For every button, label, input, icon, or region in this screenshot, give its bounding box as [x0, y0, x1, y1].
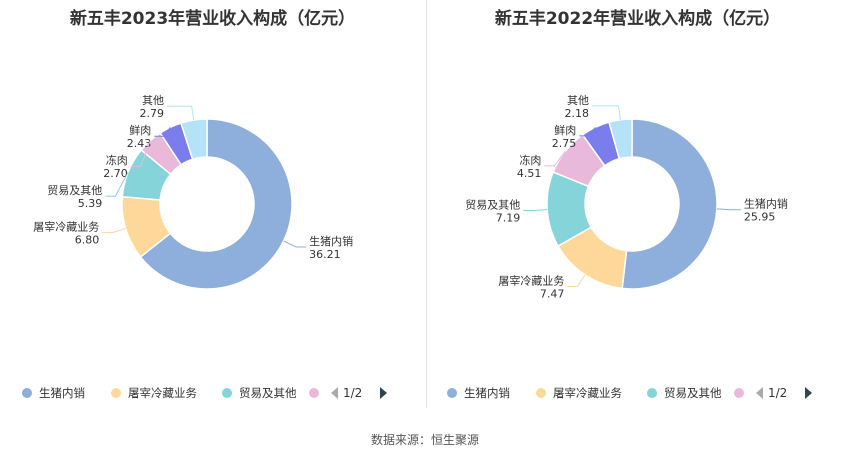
page-indicator: 1/2 — [768, 386, 788, 400]
legend-label: 屠宰冷藏业务 — [128, 386, 197, 400]
donut-slice[interactable] — [139, 118, 293, 290]
legend-item[interactable]: 生猪内销 — [447, 384, 510, 402]
legend-label: 屠宰冷藏业务 — [553, 386, 622, 400]
data-source-note: 数据来源：恒生聚源 — [370, 433, 479, 447]
next-page-icon[interactable] — [380, 387, 387, 399]
leader-line — [102, 228, 126, 234]
legend-marker — [536, 388, 546, 398]
slice-name-label: 鲜肉 — [554, 123, 576, 137]
chart-panel-2022: 新五丰2022年营业收入构成（亿元） 生猪内销 25.95 其他 2.18 鲜肉 2.75… — [425, 0, 850, 410]
leader-line — [523, 209, 548, 211]
slice-value-label: 2.75 — [552, 137, 577, 150]
legend-item[interactable]: 生猪内销 — [22, 384, 85, 402]
slice-value-label: 2.18 — [565, 107, 590, 120]
leader-line — [154, 127, 171, 137]
chart-title: 新五丰2023年营业收入构成（亿元） — [69, 9, 356, 29]
slice-value-label: 2.43 — [127, 137, 152, 150]
donut-slice[interactable] — [608, 118, 633, 160]
legend-marker — [111, 388, 121, 398]
leader-line — [567, 274, 586, 288]
prev-page-icon[interactable] — [331, 387, 338, 399]
slice-value-label: 7.47 — [540, 288, 565, 301]
legend-marker — [22, 388, 32, 398]
slice-value-label: 6.80 — [75, 234, 100, 247]
panel-divider — [426, 0, 427, 408]
legend-label: 生猪内销 — [464, 386, 510, 400]
legend-label: 生猪内销 — [39, 386, 85, 400]
donut-slice[interactable] — [180, 118, 208, 161]
legend-item[interactable]: 贸易及其他 — [222, 384, 297, 402]
legend-item[interactable]: 屠宰冷藏业务 — [111, 384, 197, 402]
slice-value-label: 4.51 — [517, 167, 542, 180]
leader-line — [167, 105, 195, 121]
chart-panel-2023: 新五丰2023年营业收入构成（亿元） 生猪内销 36.21 其他 2.79 鲜肉 2.43… — [0, 0, 425, 410]
next-page-icon[interactable] — [805, 387, 812, 399]
slice-value-label: 5.39 — [78, 197, 103, 210]
slice-value-label: 2.79 — [140, 107, 165, 120]
legend-label: 贸易及其他 — [664, 386, 722, 400]
prev-page-icon[interactable] — [756, 387, 763, 399]
legend-marker — [309, 388, 319, 398]
leader-line — [716, 208, 741, 211]
donut-slice[interactable] — [621, 118, 718, 290]
slice-name-label: 生猪内销 — [744, 197, 788, 211]
slice-name-label: 屠宰冷藏业务 — [498, 274, 564, 288]
slice-value-label: 25.95 — [744, 211, 776, 224]
legend-marker — [647, 388, 657, 398]
legend-marker — [734, 388, 744, 398]
slice-name-label: 冻肉 — [519, 153, 541, 167]
legend-marker — [447, 388, 457, 398]
slice-name-label: 屠宰冷藏业务 — [33, 220, 99, 234]
slice-value-label: 7.19 — [496, 211, 521, 224]
chart-title: 新五丰2022年营业收入构成（亿元） — [494, 9, 781, 29]
legend-label: 贸易及其他 — [239, 386, 297, 400]
slice-value-label: 36.21 — [309, 248, 341, 261]
leader-line — [130, 140, 151, 167]
page-indicator: 1/2 — [343, 386, 363, 400]
leader-line — [544, 150, 566, 167]
leader-line — [283, 240, 307, 248]
slice-name-label: 贸易及其他 — [47, 184, 102, 197]
slice-name-label: 其他 — [142, 94, 164, 107]
leader-line — [579, 127, 596, 137]
legend-item[interactable]: 屠宰冷藏业务 — [536, 384, 622, 402]
leader-line — [592, 105, 621, 120]
slice-value-label: 2.70 — [103, 167, 128, 180]
slice-name-label: 冻肉 — [106, 153, 128, 167]
leader-line — [105, 171, 129, 197]
slice-name-label: 生猪内销 — [309, 234, 353, 248]
slice-name-label: 鲜肉 — [129, 123, 151, 137]
slice-name-label: 贸易及其他 — [465, 198, 520, 211]
legend-marker — [222, 388, 232, 398]
legend-item[interactable]: 贸易及其他 — [647, 384, 722, 402]
slice-name-label: 其他 — [567, 94, 589, 107]
